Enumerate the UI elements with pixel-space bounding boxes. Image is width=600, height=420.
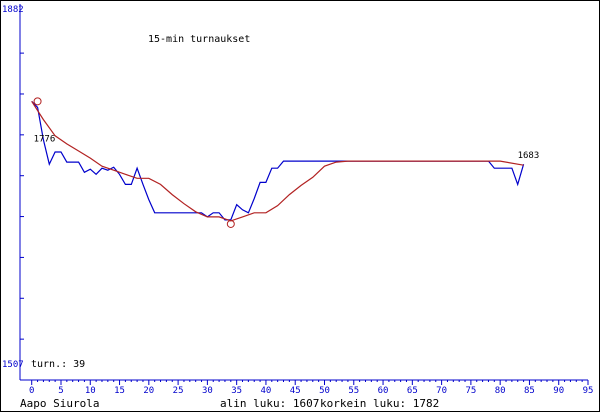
- series-line-average: [31, 100, 524, 222]
- point-marker: [33, 97, 42, 106]
- x-tick-label: 75: [465, 386, 476, 396]
- axes: 0 5 10 15 20 25 30 35 40 45 50 55 60 65 70 75 80 85 90 95: [19, 4, 594, 396]
- x-tick-label: 40: [261, 386, 272, 396]
- x-tick-label: 20: [143, 386, 154, 396]
- x-tick-label: 90: [553, 386, 564, 396]
- x-tick-label: 30: [202, 386, 213, 396]
- x-tick-label: 0: [29, 386, 34, 396]
- x-tick-label: 55: [348, 386, 359, 396]
- x-tick-label: 80: [495, 386, 506, 396]
- x-tick-label: 60: [378, 386, 389, 396]
- highest-rating-label: korkein luku: 1782: [320, 397, 440, 410]
- x-tick-label: 65: [407, 386, 418, 396]
- turn-count-label: turn.: 39: [31, 359, 85, 370]
- player-name: Aapo Siurola: [20, 397, 100, 410]
- x-tick-label: 50: [319, 386, 330, 396]
- y-bottom-label: 1507: [2, 360, 24, 370]
- x-tick-label: 95: [583, 386, 594, 396]
- series-layer: [31, 100, 525, 222]
- x-tick-label: 5: [58, 386, 63, 396]
- chart-title: 15-min turnaukset: [148, 34, 250, 45]
- x-tick-label: 70: [436, 386, 447, 396]
- x-tick-label: 25: [173, 386, 184, 396]
- x-tick-label: 45: [290, 386, 301, 396]
- annotation-label: 1776: [34, 134, 56, 144]
- annotation-label: 1683: [518, 151, 540, 161]
- lowest-rating-label: alin luku: 1607: [220, 397, 320, 410]
- annotations-layer: 1776 1683: [33, 97, 540, 228]
- x-tick-label: 85: [524, 386, 535, 396]
- y-top-label: 1882: [2, 5, 24, 15]
- x-tick-label: 10: [85, 386, 96, 396]
- x-tick-label: 15: [114, 386, 125, 396]
- point-marker: [226, 219, 235, 228]
- x-tick-label: 35: [231, 386, 242, 396]
